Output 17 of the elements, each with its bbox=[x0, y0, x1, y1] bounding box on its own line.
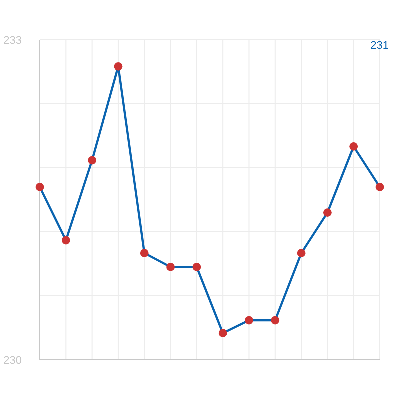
point bbox=[88, 156, 97, 165]
point bbox=[218, 329, 228, 338]
point bbox=[36, 183, 44, 192]
point bbox=[271, 316, 280, 325]
point bbox=[350, 142, 358, 151]
y-tick-label: 230 bbox=[4, 354, 22, 367]
point bbox=[62, 236, 70, 245]
point bbox=[114, 62, 123, 71]
point bbox=[192, 263, 202, 272]
y-tick-label: 233 bbox=[4, 34, 22, 47]
point bbox=[140, 249, 149, 258]
point bbox=[376, 183, 384, 192]
annotation: 231 bbox=[370, 39, 389, 53]
point bbox=[166, 263, 175, 272]
point bbox=[245, 316, 254, 325]
point bbox=[297, 249, 306, 258]
point bbox=[323, 208, 332, 217]
